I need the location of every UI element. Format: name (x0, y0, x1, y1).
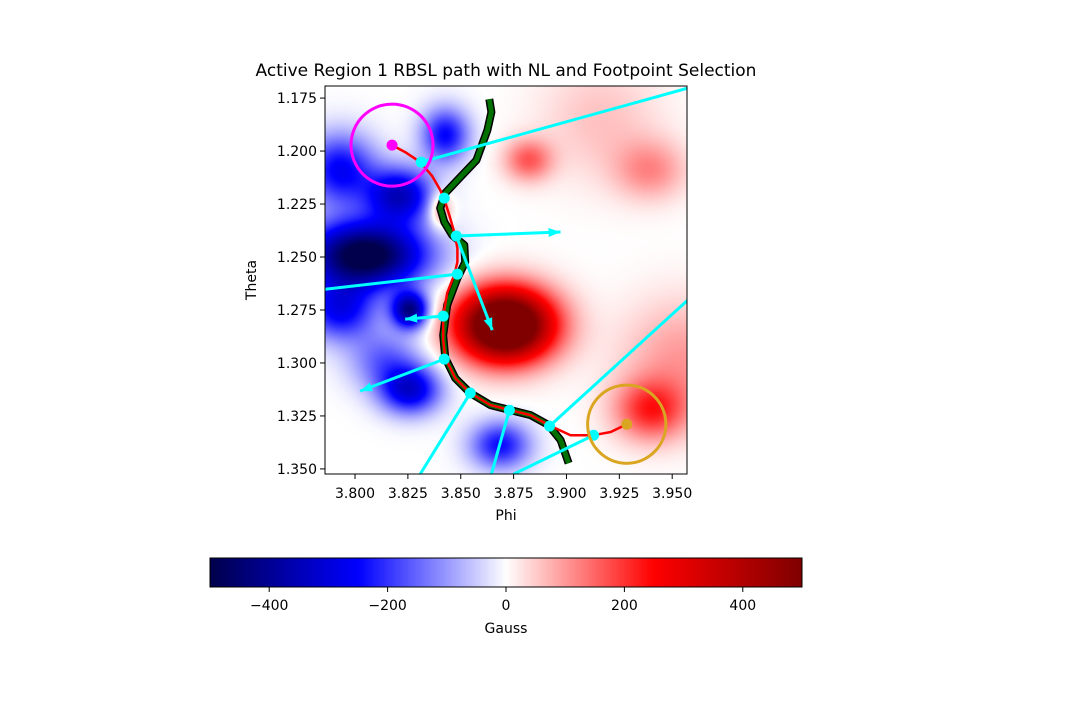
sample-point-8 (544, 420, 556, 432)
footpoint-marker-0 (386, 139, 398, 151)
sample-point-5 (438, 353, 450, 365)
y-tick-label: 1.200 (277, 144, 317, 160)
sample-point-1 (438, 192, 450, 204)
x-tick-label: 3.800 (335, 486, 375, 502)
vector-9 (512, 433, 595, 474)
vector-6 (418, 392, 472, 474)
sample-point-3 (451, 268, 463, 280)
vector-3 (325, 272, 458, 291)
x-tick-label: 3.825 (388, 486, 428, 502)
sample-point-0 (415, 156, 427, 168)
plot-marks (325, 86, 687, 474)
y-axis-label: Theta (244, 260, 260, 301)
y-tick-label: 1.175 (277, 91, 317, 107)
vector-arrowhead-4 (405, 313, 418, 323)
sample-point-7 (503, 404, 515, 416)
colorbar-tick-label: 200 (611, 598, 638, 614)
vector-arrowhead-2 (483, 317, 493, 331)
colorbar-label: Gauss (485, 621, 528, 637)
y-tick-label: 1.250 (277, 250, 317, 266)
plot-frame (324, 85, 688, 475)
sample-point-2 (450, 230, 462, 242)
colorbar-tick-label: −200 (368, 598, 406, 614)
y-tick-label: 1.275 (277, 303, 317, 319)
footpoint-circle-1 (586, 383, 668, 465)
vector-arrowhead-5 (360, 382, 373, 392)
x-tick-label: 3.875 (494, 486, 534, 502)
vector-8 (548, 298, 687, 428)
sample-point-4 (437, 310, 449, 322)
vector-7 (489, 409, 511, 474)
x-axis-label: Phi (495, 508, 516, 524)
x-tick-label: 3.925 (599, 486, 639, 502)
y-tick-label: 1.350 (277, 462, 317, 478)
chart-title: Active Region 1 RBSL path with NL and Fo… (256, 61, 757, 81)
x-tick-label: 3.850 (441, 486, 481, 502)
y-tick-label: 1.225 (277, 197, 317, 213)
footpoint-circle-0 (349, 102, 435, 188)
colorbar-frame (209, 557, 803, 588)
colorbar-tick-label: −400 (250, 598, 288, 614)
footpoint-marker-1 (621, 418, 633, 430)
vector-0 (420, 86, 687, 164)
x-tick-label: 3.950 (652, 486, 692, 502)
vector-1 (456, 230, 561, 238)
vector-2 (454, 235, 494, 331)
y-tick-label: 1.325 (277, 409, 317, 425)
x-tick-label: 3.900 (546, 486, 586, 502)
vector-5 (359, 357, 445, 393)
axes: 3.800 3.825 3.850 3.875 3.900 3.925 3.950 1.175… (209, 85, 803, 614)
colorbar-tick-label: 0 (502, 598, 511, 614)
colorbar-gradient (210, 558, 802, 587)
sample-point-6 (464, 387, 476, 399)
colorbar-tick-label: 400 (729, 598, 756, 614)
clipped-marks (325, 86, 687, 474)
y-tick-label: 1.300 (277, 356, 317, 372)
rbsl-path (391, 143, 628, 437)
vector-arrowhead-1 (548, 227, 561, 237)
